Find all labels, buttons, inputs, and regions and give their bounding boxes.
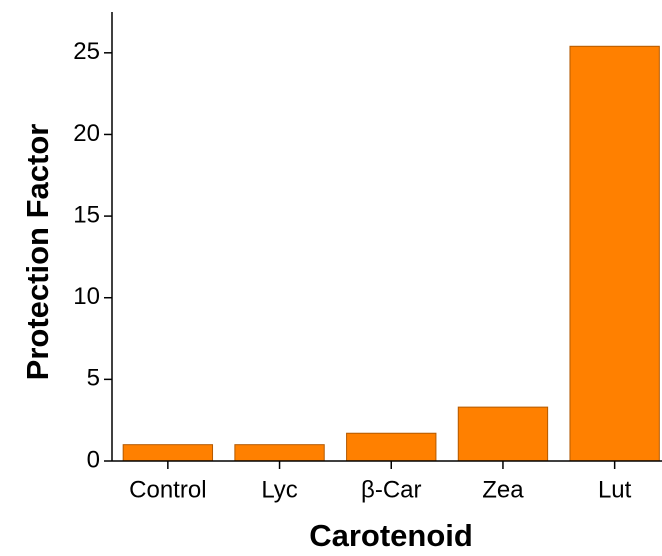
bar: [122, 444, 214, 462]
x-tick-label: β-Car: [361, 476, 421, 503]
x-tick-label: Lut: [598, 476, 632, 503]
bar: [569, 45, 660, 462]
bar: [346, 432, 437, 462]
x-tick-label: Zea: [482, 476, 524, 503]
bar: [234, 444, 325, 462]
bar: [457, 406, 549, 462]
x-tick-label: Lyc: [261, 476, 297, 503]
y-axis-title: Protection Factor: [20, 124, 55, 381]
y-tick-label: 0: [87, 446, 100, 473]
y-tick-label: 5: [87, 365, 100, 392]
y-tick-label: 10: [73, 283, 100, 310]
x-tick-label: Control: [129, 476, 206, 503]
x-axis-title: Carotenoid: [309, 518, 473, 553]
y-tick-label: 25: [73, 38, 100, 65]
y-tick-label: 20: [73, 120, 100, 147]
y-tick-label: 15: [73, 201, 100, 228]
